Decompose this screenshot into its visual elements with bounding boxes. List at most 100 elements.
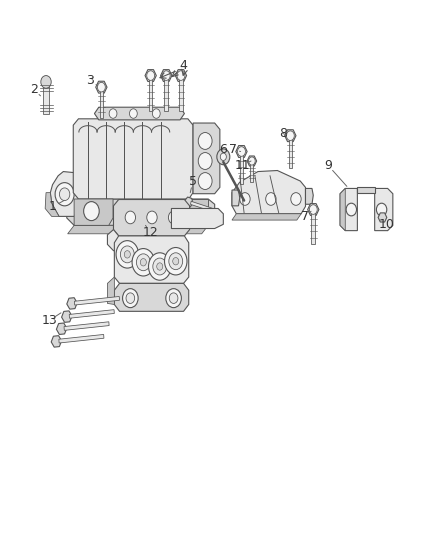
Polygon shape	[311, 213, 315, 244]
Text: 6: 6	[219, 143, 227, 156]
Polygon shape	[240, 155, 243, 184]
Circle shape	[125, 211, 135, 224]
Circle shape	[266, 192, 276, 205]
Polygon shape	[251, 164, 254, 182]
Circle shape	[116, 241, 138, 268]
Circle shape	[237, 147, 245, 156]
Circle shape	[147, 71, 155, 80]
Text: 3: 3	[86, 74, 94, 87]
Circle shape	[84, 201, 99, 221]
Circle shape	[198, 133, 212, 149]
Polygon shape	[62, 311, 72, 322]
Polygon shape	[50, 172, 78, 216]
Polygon shape	[307, 204, 319, 215]
Polygon shape	[161, 70, 172, 82]
Circle shape	[41, 76, 51, 88]
Polygon shape	[69, 310, 114, 318]
Polygon shape	[96, 81, 107, 93]
Polygon shape	[74, 199, 113, 225]
Circle shape	[309, 205, 317, 214]
Circle shape	[240, 192, 250, 205]
Circle shape	[152, 109, 160, 118]
Circle shape	[166, 289, 181, 308]
Circle shape	[220, 153, 226, 160]
Polygon shape	[247, 156, 257, 166]
Circle shape	[169, 293, 178, 303]
Polygon shape	[113, 199, 190, 236]
Polygon shape	[59, 334, 104, 343]
Polygon shape	[184, 197, 193, 207]
Polygon shape	[357, 188, 374, 192]
Circle shape	[55, 183, 74, 206]
Circle shape	[132, 248, 155, 276]
Polygon shape	[95, 107, 184, 120]
Polygon shape	[64, 322, 109, 330]
Polygon shape	[179, 79, 183, 111]
Circle shape	[162, 71, 170, 80]
Polygon shape	[175, 70, 187, 82]
Circle shape	[173, 257, 179, 265]
Circle shape	[140, 259, 146, 266]
Polygon shape	[167, 199, 208, 225]
Text: 11: 11	[235, 159, 251, 172]
Polygon shape	[164, 79, 168, 111]
Polygon shape	[232, 171, 305, 214]
Circle shape	[153, 258, 167, 275]
Polygon shape	[374, 189, 393, 231]
Polygon shape	[114, 236, 189, 284]
Polygon shape	[193, 123, 220, 193]
Circle shape	[346, 203, 357, 216]
Text: 2: 2	[30, 83, 38, 96]
Circle shape	[168, 211, 179, 224]
Text: 10: 10	[379, 218, 395, 231]
Polygon shape	[378, 213, 387, 222]
Polygon shape	[107, 277, 114, 304]
Text: 8: 8	[279, 127, 287, 140]
Polygon shape	[51, 336, 62, 347]
Polygon shape	[171, 208, 223, 229]
Polygon shape	[114, 284, 189, 311]
Text: 4: 4	[180, 59, 187, 71]
Circle shape	[123, 289, 138, 308]
Text: 12: 12	[143, 225, 159, 239]
Circle shape	[376, 203, 387, 216]
Circle shape	[130, 109, 137, 118]
Circle shape	[136, 254, 150, 271]
Text: 9: 9	[324, 159, 332, 172]
Circle shape	[124, 251, 131, 258]
Text: 13: 13	[42, 314, 57, 327]
Text: 5: 5	[189, 174, 197, 188]
Circle shape	[60, 188, 70, 200]
Circle shape	[177, 71, 185, 80]
Polygon shape	[67, 225, 208, 234]
Polygon shape	[73, 119, 193, 199]
Circle shape	[126, 293, 134, 303]
Polygon shape	[145, 70, 156, 82]
Circle shape	[109, 109, 117, 118]
Polygon shape	[45, 192, 59, 216]
Circle shape	[169, 253, 183, 270]
Polygon shape	[57, 323, 67, 335]
Polygon shape	[232, 214, 301, 220]
Polygon shape	[74, 296, 120, 305]
Polygon shape	[67, 199, 215, 225]
Polygon shape	[107, 230, 119, 251]
Circle shape	[248, 157, 255, 165]
Polygon shape	[191, 201, 212, 211]
Text: 7: 7	[300, 210, 309, 223]
Circle shape	[97, 83, 105, 92]
Circle shape	[217, 149, 230, 165]
Circle shape	[198, 152, 212, 169]
Polygon shape	[285, 130, 296, 142]
Polygon shape	[232, 190, 240, 206]
Polygon shape	[149, 79, 152, 111]
Polygon shape	[340, 189, 357, 231]
Text: 7: 7	[229, 143, 237, 156]
Circle shape	[148, 253, 171, 280]
Polygon shape	[289, 139, 292, 168]
Text: 1: 1	[49, 200, 57, 213]
Polygon shape	[305, 189, 313, 204]
Polygon shape	[236, 146, 247, 157]
Circle shape	[147, 211, 157, 224]
Polygon shape	[43, 82, 49, 114]
